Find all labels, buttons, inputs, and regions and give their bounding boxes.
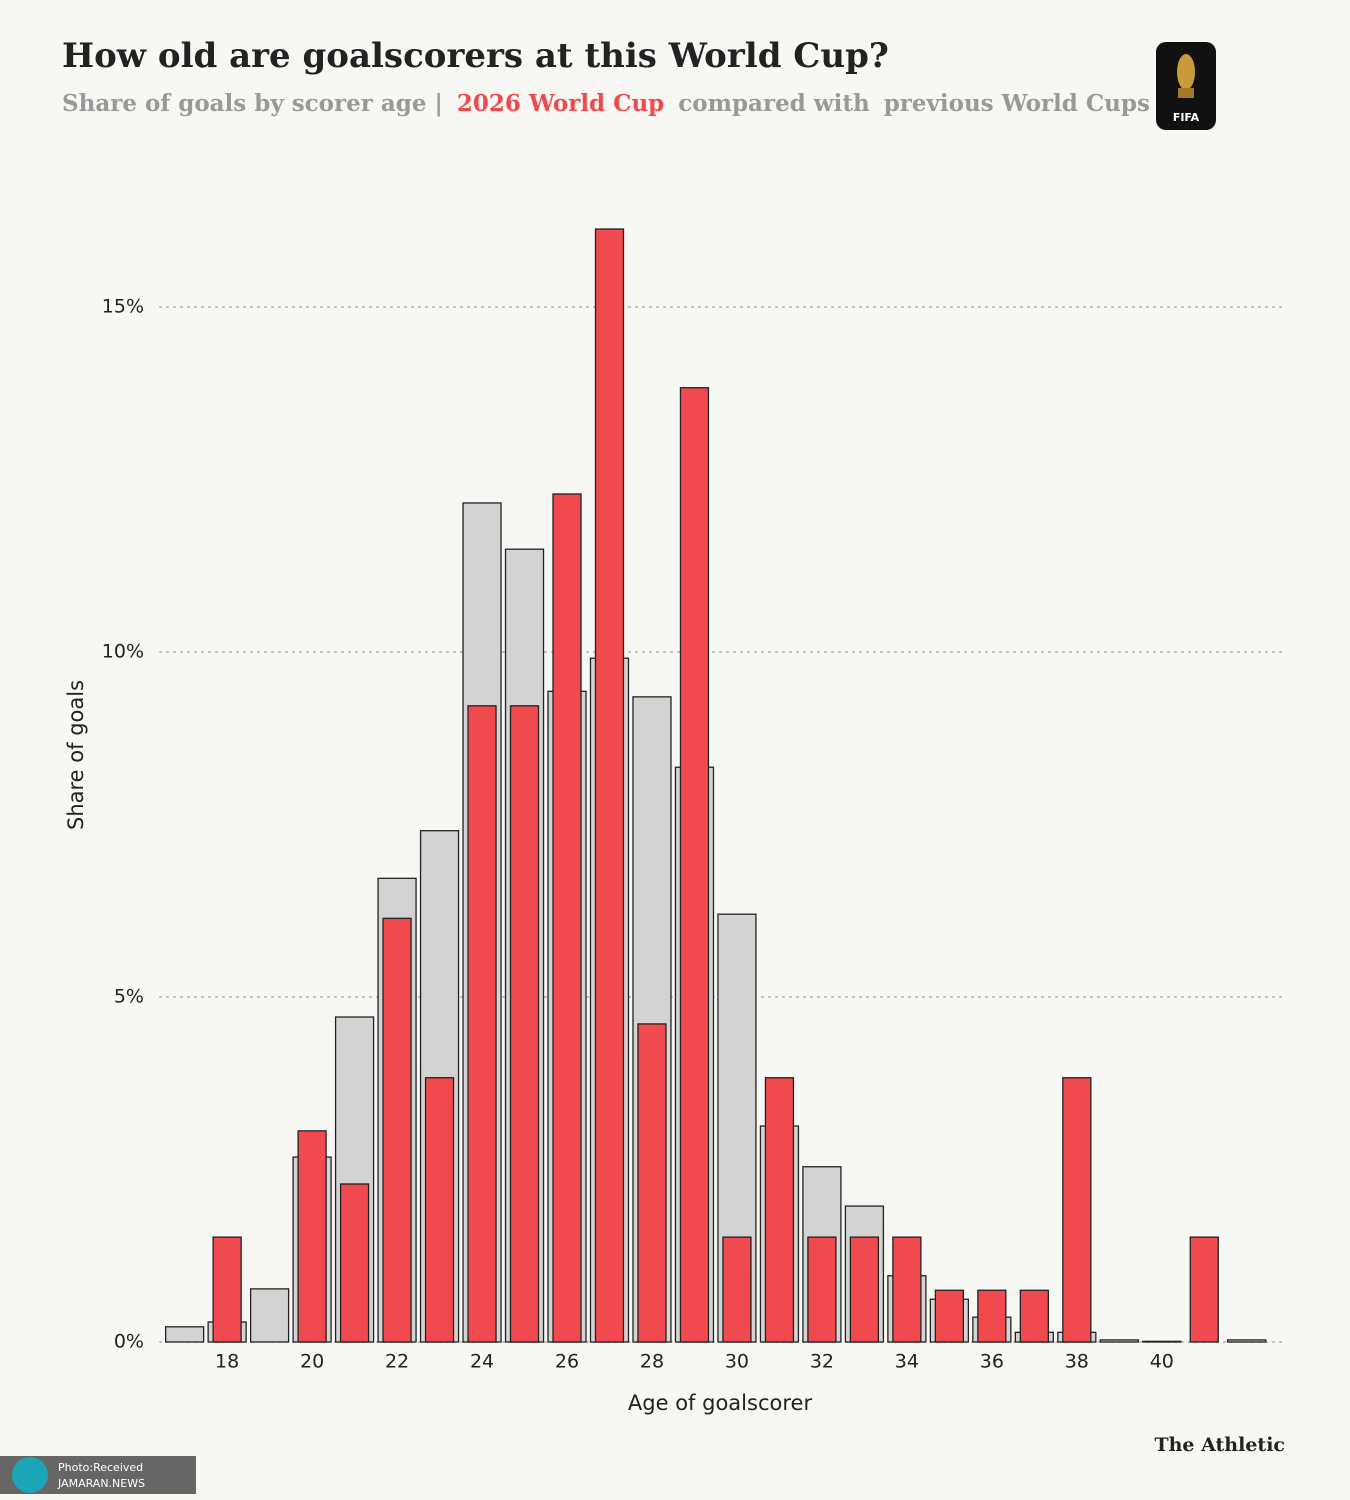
x-tick-label: 38: [1065, 1351, 1089, 1373]
bar-2026: [637, 1023, 667, 1343]
x-tick-label: 30: [725, 1351, 749, 1373]
bar-2026: [424, 1077, 455, 1343]
logo: FIFA: [1156, 42, 1216, 130]
bar-2026: [679, 387, 710, 1343]
subtitle-part: compared with: [678, 90, 870, 117]
x-tick-label: 22: [385, 1351, 409, 1373]
bar-2026: [764, 1077, 795, 1343]
x-tick-label: 24: [470, 1351, 494, 1373]
bar-2026: [977, 1289, 1007, 1343]
bar-2026: [849, 1236, 880, 1343]
bar-2026: [1189, 1236, 1219, 1343]
x-tick-label: 26: [555, 1351, 579, 1373]
bar-previous: [1227, 1339, 1267, 1343]
x-tick-label: 32: [810, 1351, 834, 1373]
y-tick-label: 10%: [102, 641, 144, 663]
bar-2026: [1019, 1289, 1049, 1343]
bar-2026: [467, 705, 497, 1343]
x-tick-label: 20: [300, 1351, 324, 1373]
bar-2026: [722, 1236, 752, 1343]
y-axis-label: Share of goals: [64, 680, 88, 830]
logo-text: FIFA: [1173, 111, 1200, 124]
y-tick-label: 0%: [114, 1331, 144, 1353]
bar-2026: [594, 228, 625, 1343]
watermark: Photo:Received JAMARAN.NEWS: [0, 1456, 196, 1494]
x-tick-label: 40: [1150, 1351, 1174, 1373]
subtitle-part: Share of goals by scorer age |: [62, 90, 443, 117]
bar-previous: [1099, 1339, 1139, 1343]
bar-2026: [934, 1289, 965, 1343]
chart-subtitle: Share of goals by scorer age | 2026 Worl…: [62, 90, 1150, 117]
x-tick-label: 28: [640, 1351, 664, 1373]
x-axis-label: Age of goalscorer: [628, 1391, 813, 1415]
x-tick-label: 36: [980, 1351, 1004, 1373]
legend-entry: 2026 World Cup: [457, 90, 664, 117]
bar-2026: [807, 1236, 837, 1343]
watermark-line: Photo:Received: [58, 1461, 143, 1474]
bar-previous: [1142, 1340, 1182, 1343]
y-tick-label: 5%: [114, 986, 144, 1008]
x-tick-label: 34: [895, 1351, 919, 1373]
bar-2026: [297, 1130, 327, 1343]
bar-previous: [164, 1326, 205, 1343]
bar-2026: [212, 1236, 242, 1343]
bar-2026: [509, 705, 540, 1343]
x-tick-label: 18: [215, 1351, 239, 1373]
bar-2026: [552, 493, 582, 1343]
legend-entry: previous World Cups: [884, 90, 1150, 117]
source: The Athletic: [1154, 1434, 1285, 1456]
watermark-line: JAMARAN.NEWS: [57, 1477, 145, 1490]
bar-2026: [339, 1183, 370, 1343]
bar-2026: [382, 917, 412, 1343]
chart-title: How old are goalscorers at this World Cu…: [62, 36, 889, 76]
bar-2026: [1062, 1077, 1092, 1343]
bar-2026: [892, 1236, 922, 1343]
y-tick-label: 15%: [102, 296, 144, 318]
bar-previous: [249, 1288, 290, 1343]
